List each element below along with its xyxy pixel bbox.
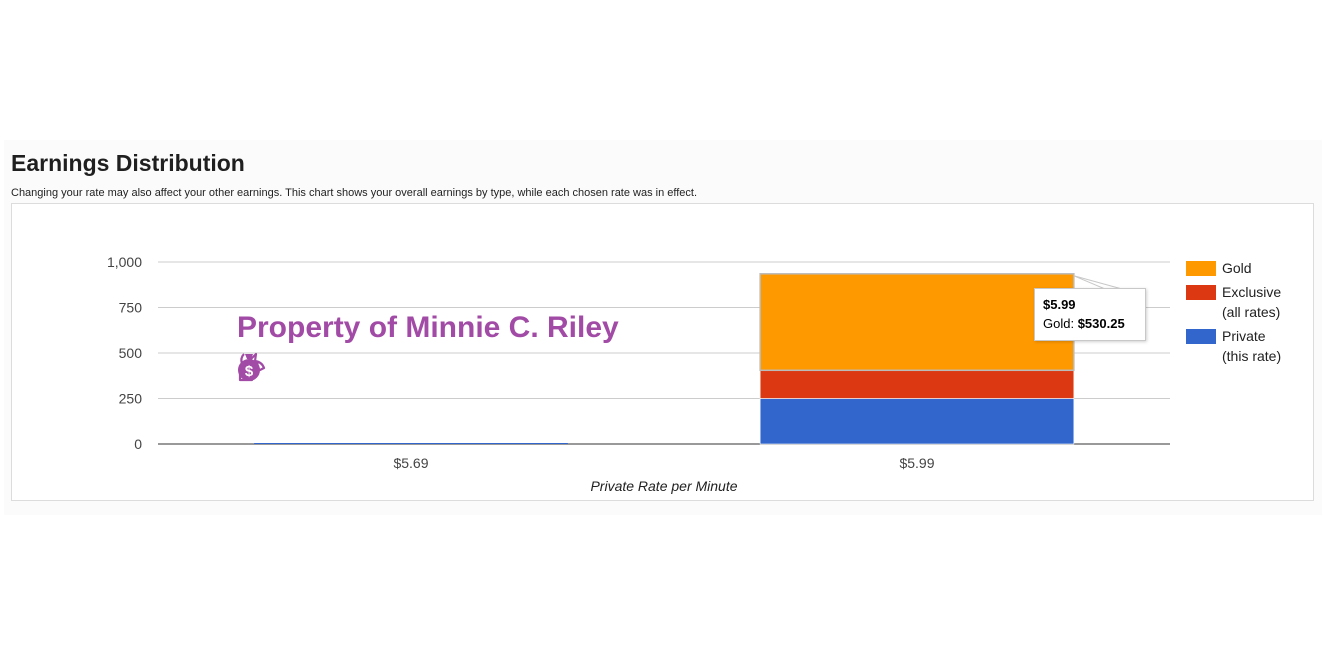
- legend-label: (this rate): [1222, 348, 1281, 364]
- bar-segment: [759, 273, 1075, 371]
- page-title: Earnings Distribution: [11, 150, 245, 176]
- legend-swatch: [1186, 261, 1216, 276]
- y-tick-label: 750: [119, 300, 143, 316]
- legend-label: Exclusive: [1222, 284, 1281, 300]
- legend-swatch: [1186, 285, 1216, 300]
- legend-label: Gold: [1222, 260, 1252, 276]
- legend-label: (all rates): [1222, 304, 1280, 320]
- watermark-text: Property of Minnie C. Riley: [237, 311, 619, 344]
- y-tick-label: 500: [119, 345, 143, 361]
- y-tick-label: 1,000: [107, 254, 142, 270]
- chart-tooltip: $5.99 Gold: $530.25: [1034, 288, 1146, 341]
- tooltip-row: Gold: $530.25: [1043, 316, 1145, 331]
- y-tick-label: 250: [119, 391, 143, 407]
- y-tick-label: 0: [134, 436, 142, 452]
- tooltip-value: $530.25: [1077, 316, 1125, 331]
- x-tick-label: $5.69: [393, 455, 428, 471]
- bar-segment: [759, 398, 1075, 445]
- chart-frame: [11, 203, 1314, 501]
- x-axis-title: Private Rate per Minute: [590, 478, 737, 494]
- money-bag-icon: $: [238, 354, 260, 381]
- bar-segment: [759, 369, 1075, 399]
- page-subtitle: Changing your rate may also affect your …: [11, 187, 698, 199]
- tooltip-title: $5.99: [1043, 297, 1076, 312]
- tooltip-label: Gold:: [1043, 316, 1075, 331]
- svg-text:$: $: [245, 363, 254, 380]
- legend-label: Private: [1222, 328, 1266, 344]
- x-tick-label: $5.99: [899, 455, 934, 471]
- legend-swatch: [1186, 329, 1216, 344]
